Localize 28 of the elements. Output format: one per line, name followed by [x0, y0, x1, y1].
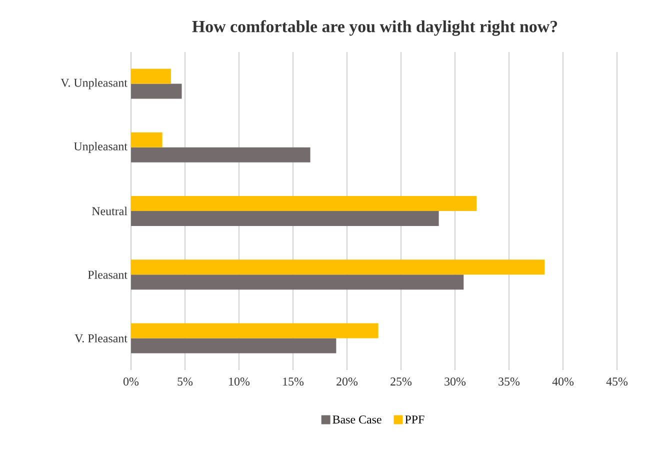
y-tick-label: V. Unpleasant	[60, 78, 128, 90]
y-tick-label: V. Pleasant	[74, 334, 128, 342]
x-tick-label: 10%	[229, 378, 250, 386]
y-tick-label: Unpleasant	[74, 142, 128, 153]
chart-title: How comfortable are you with daylight right now?	[192, 20, 558, 36]
x-tick-label: 5%	[178, 378, 193, 386]
y-tick-label: Pleasant	[88, 270, 128, 279]
legend-label: Base Case	[332, 416, 382, 424]
x-tick-label: 35%	[498, 378, 520, 386]
bar	[131, 323, 378, 338]
bar	[131, 274, 464, 290]
x-tick-label: 0%	[123, 378, 139, 386]
x-tick-label: 20%	[336, 378, 358, 386]
x-tick-label: 45%	[606, 378, 628, 386]
x-tick-label: 15%	[283, 378, 304, 386]
x-tick-label: 30%	[444, 378, 466, 386]
x-tick-label: 25%	[390, 378, 412, 386]
bar	[131, 84, 182, 99]
y-tick-label: Neutral	[92, 206, 128, 216]
bar	[131, 132, 162, 148]
x-tick-label: 40%	[552, 378, 574, 386]
bar	[131, 196, 477, 212]
legend-label: PPF	[405, 416, 424, 424]
bar	[131, 338, 336, 354]
bar	[131, 211, 439, 226]
bar	[131, 68, 171, 84]
bar	[131, 147, 310, 162]
bar	[131, 260, 545, 275]
